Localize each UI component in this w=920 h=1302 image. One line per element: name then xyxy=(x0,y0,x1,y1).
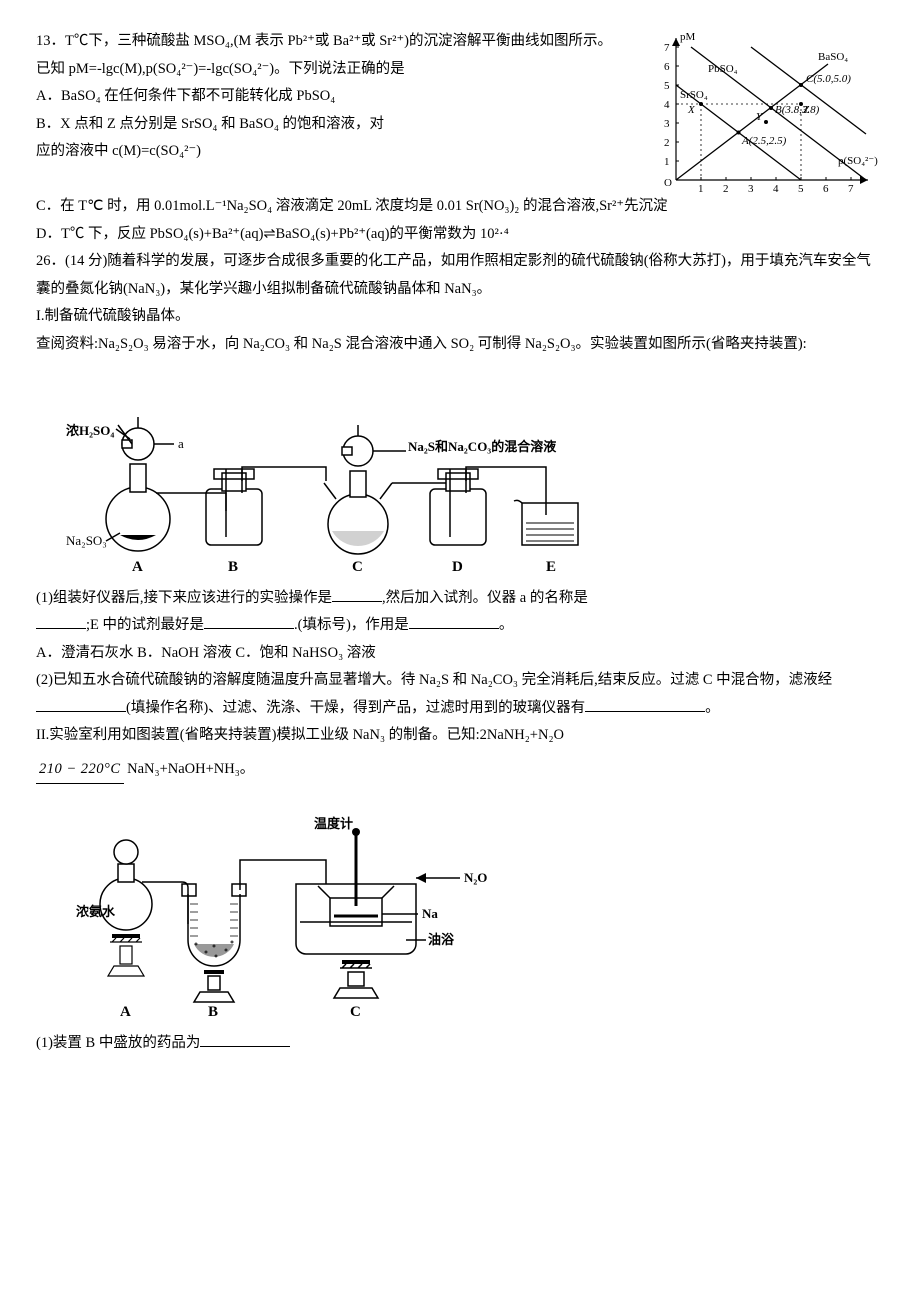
svg-text:2: 2 xyxy=(723,183,729,195)
apparatus-2: 浓氨水 xyxy=(66,794,546,1024)
y-axis-label: pM xyxy=(680,31,696,43)
label-a: a xyxy=(178,436,184,451)
sub1-e: 。 xyxy=(499,617,514,633)
blank xyxy=(332,585,382,601)
sub2-b: (填操作名称)、过滤、洗涤、干燥，得到产品，过滤时用到的玻璃仪器有 xyxy=(126,700,585,716)
sub1-d: .(填标号)，作用是 xyxy=(294,617,409,633)
blank xyxy=(204,613,294,629)
svg-text:1: 1 xyxy=(664,156,670,168)
blank xyxy=(36,613,86,629)
q26-sub1: (1)组装好仪器后,接下来应该进行的实验操作是 ,然后加入试剂。仪器 a 的名称是… xyxy=(36,585,884,785)
svg-text:6: 6 xyxy=(664,61,670,73)
svg-text:6: 6 xyxy=(823,183,829,195)
q13-opts-cd: C．在 T℃ 时，用 0.01mol.L⁻¹Na₂SO₄ 溶液滴定 20mL 浓… xyxy=(36,193,884,248)
svg-text:5: 5 xyxy=(798,183,804,195)
q26-part2-head: II.实验室利用如图装置(省略夹持装置)模拟工业级 NaN₃ 的制备。已知:2N… xyxy=(36,722,884,750)
baso4-label: BaSO₄ xyxy=(818,51,848,63)
rxn-prod: NaN₃+NaOH+NH₃。 xyxy=(124,761,255,777)
svg-text:1: 1 xyxy=(698,183,704,195)
svg-text:5: 5 xyxy=(664,80,670,92)
q26-stem-1: 26．(14 分)随着科学的发展，可逐步合成很多重要的化工产品，如用作照相定影剂… xyxy=(36,248,884,303)
pbso4-label: PbSO₄ xyxy=(708,63,738,75)
srso4-label: SrSO₄ xyxy=(680,89,708,101)
sub1-c: ;E 中的试剂最好是 xyxy=(86,617,204,633)
svg-text:3: 3 xyxy=(748,183,754,195)
sub1-b: ,然后加入试剂。仪器 a 的名称是 xyxy=(382,590,588,606)
q13-optD: D．T℃ 下，反应 PbSO₄(s)+Ba²⁺(aq)⇌BaSO₄(s)+Pb²… xyxy=(36,221,884,249)
q26-sub2: (2)已知五水合硫代硫酸钠的溶解度随温度升高显著增大。待 Na₂S 和 Na₂C… xyxy=(36,667,884,722)
question-13-block: 13．T℃下，三种硫酸盐 MSO₄,(M 表示 Pb²⁺或 Ba²⁺或 Sr²⁺… xyxy=(36,28,884,193)
blank xyxy=(409,613,499,629)
svg-text:C: C xyxy=(352,559,363,575)
q26-part1-head: I.制备硫代硫酸钠晶体。 xyxy=(36,303,884,331)
q13-stem-1: 13．T℃下，三种硫酸盐 MSO₄,(M 表示 Pb²⁺或 Ba²⁺或 Sr²⁺… xyxy=(36,28,638,56)
h2so4-label: 浓H₂SO₄ xyxy=(66,423,114,438)
mix-label: Na₂S和Na₂CO₃的混合溶液 xyxy=(408,439,556,454)
na2so3-label: Na₂SO₃ xyxy=(66,533,107,548)
svg-text:A: A xyxy=(120,1004,131,1020)
oil-label: 油浴 xyxy=(428,932,455,947)
na-label: Na xyxy=(422,906,438,921)
apparatus-1: a 浓H₂SO₄ Na₂SO₃ Na₂S和Na₂CO₃的混合溶液 xyxy=(66,369,676,579)
q26-rxn: 210 − 220°C NaN₃+NaOH+NH₃。 xyxy=(36,756,884,785)
sub3: (1)装置 B 中盛放的药品为 xyxy=(36,1035,200,1051)
blank xyxy=(200,1031,290,1047)
svg-text:4: 4 xyxy=(773,183,779,195)
sub2-c: 。 xyxy=(705,700,720,716)
svg-text:B: B xyxy=(228,559,238,575)
blank xyxy=(36,696,126,712)
q13-optB-1: B．X 点和 Z 点分别是 SrSO₄ 和 BaSO₄ 的饱和溶液，对 xyxy=(36,111,638,139)
svg-text:C: C xyxy=(350,1004,361,1020)
q26-sub1-line1: (1)组装好仪器后,接下来应该进行的实验操作是 ,然后加入试剂。仪器 a 的名称是 xyxy=(36,585,884,613)
q13-optA: A．BaSO₄ 在任何条件下都不可能转化成 PbSO₄ xyxy=(36,83,638,111)
svg-text:7: 7 xyxy=(848,183,854,195)
n2o-label: N₂O xyxy=(464,870,487,885)
sub2-a: (2)已知五水合硫代硫酸钠的溶解度随温度升高显著增大。待 Na₂S 和 Na₂C… xyxy=(36,672,832,688)
solubility-graph: O 1 2 3 4 5 6 7 1 2 3 4 5 6 7 pM p xyxy=(648,30,878,200)
svg-text:O: O xyxy=(664,177,672,189)
thermo-label: 温度计 xyxy=(314,816,353,831)
point-c: C(5.0,5.0) xyxy=(806,73,851,85)
point-x: X xyxy=(687,104,696,116)
svg-text:D: D xyxy=(452,559,463,575)
blank xyxy=(585,696,705,712)
point-b: B(3.8,3.8) xyxy=(775,104,820,116)
svg-text:2: 2 xyxy=(664,137,670,149)
q13-stem-2: 已知 pM=-lgc(M),p(SO₄²⁻)=-lgc(SO₄²⁻)。下列说法正… xyxy=(36,56,638,84)
sub1-a: (1)组装好仪器后,接下来应该进行的实验操作是 xyxy=(36,590,332,606)
svg-text:3: 3 xyxy=(664,118,670,130)
q13-optB-2: 应的溶液中 c(M)=c(SO₄²⁻) xyxy=(36,138,638,166)
x-axis-label: p(SO₄²⁻) xyxy=(838,155,878,167)
q26-sub3: (1)装置 B 中盛放的药品为 xyxy=(36,1030,884,1058)
q26-sub3-line: (1)装置 B 中盛放的药品为 xyxy=(36,1030,884,1058)
q26-part1-info: 查阅资料:Na₂S₂O₃ 易溶于水，向 Na₂CO₃ 和 Na₂S 混合溶液中通… xyxy=(36,331,884,359)
q26-sub1-line2: ;E 中的试剂最好是 .(填标号)，作用是 。 xyxy=(36,612,884,640)
svg-text:A: A xyxy=(132,559,143,575)
point-a: A(2.5,2.5) xyxy=(741,135,787,147)
rxn-cond: 210 − 220°C xyxy=(36,756,124,785)
nh3-label: 浓氨水 xyxy=(76,904,116,919)
q26-sub1-opts: A．澄清石灰水 B．NaOH 溶液 C．饱和 NaHSO₃ 溶液 xyxy=(36,640,884,668)
point-y: Y xyxy=(756,111,764,123)
svg-text:7: 7 xyxy=(664,42,670,54)
svg-text:B: B xyxy=(208,1004,218,1020)
q26-stem: 26．(14 分)随着科学的发展，可逐步合成很多重要的化工产品，如用作照相定影剂… xyxy=(36,248,884,358)
svg-text:E: E xyxy=(546,559,556,575)
spacer xyxy=(36,166,638,194)
svg-text:4: 4 xyxy=(664,99,670,111)
